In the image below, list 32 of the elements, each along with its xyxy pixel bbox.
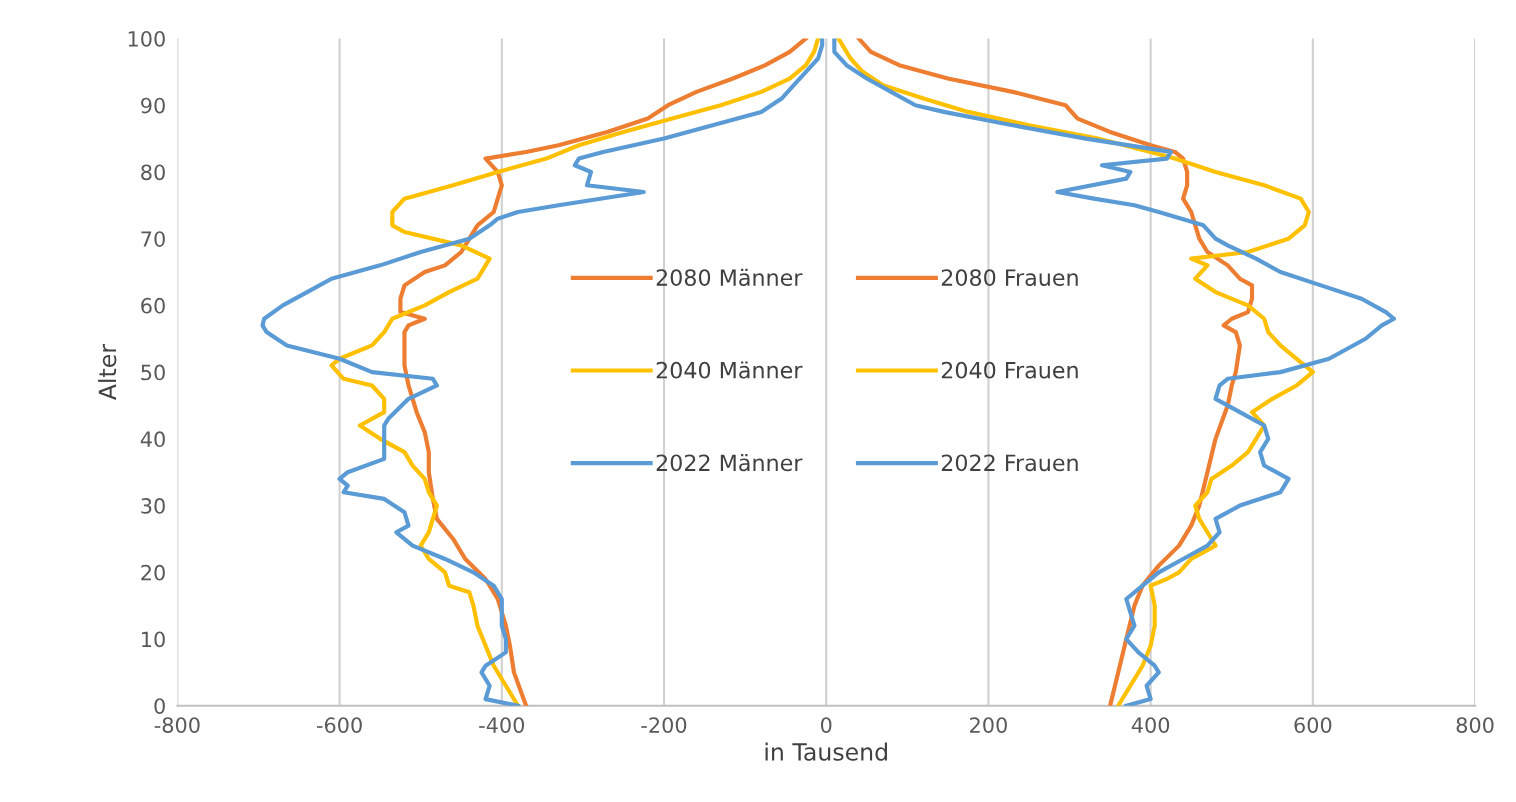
legend-label: 2040 Frauen [941,361,1078,379]
legend-label: 2022 Männer [656,454,803,472]
x-tick-label: -200 [641,717,687,733]
x-tick-label: -800 [154,717,200,733]
line-series [856,38,1255,706]
y-tick-label: 10 [142,631,165,648]
y-tick-label: 100 [128,30,165,47]
x-tick-label: -600 [316,717,362,733]
x-tick-label: 400 [1131,717,1170,733]
y-tick-label: 60 [141,297,165,314]
y-tick-label: 0 [154,698,165,714]
y-tick-label: 40 [140,431,165,448]
y-tick-label: 90 [141,97,165,114]
y-tick-label: 70 [141,231,165,247]
y-axis-title: Alter [98,344,117,401]
x-tick-label: 800 [1456,717,1494,733]
legend-label: 2080 Frauen [941,269,1078,286]
x-tick-label: 200 [970,717,1007,733]
legend-label: 2040 Männer [656,361,803,379]
line-series [836,38,1315,706]
y-tick-label: 20 [141,564,165,581]
line-series [398,38,809,706]
y-tick-label: 80 [141,164,165,181]
x-tick-label: 0 [820,717,832,733]
x-axis-title: in Tausend [765,742,887,761]
x-tick-label: -400 [479,717,525,733]
legend-label: 2080 Männer [656,268,803,286]
y-tick-label: 50 [141,364,165,381]
y-tick-label: 30 [141,498,165,514]
line-series [832,38,1397,706]
x-tick-label: 600 [1294,717,1332,733]
legend-label: 2022 Frauen [941,454,1078,472]
